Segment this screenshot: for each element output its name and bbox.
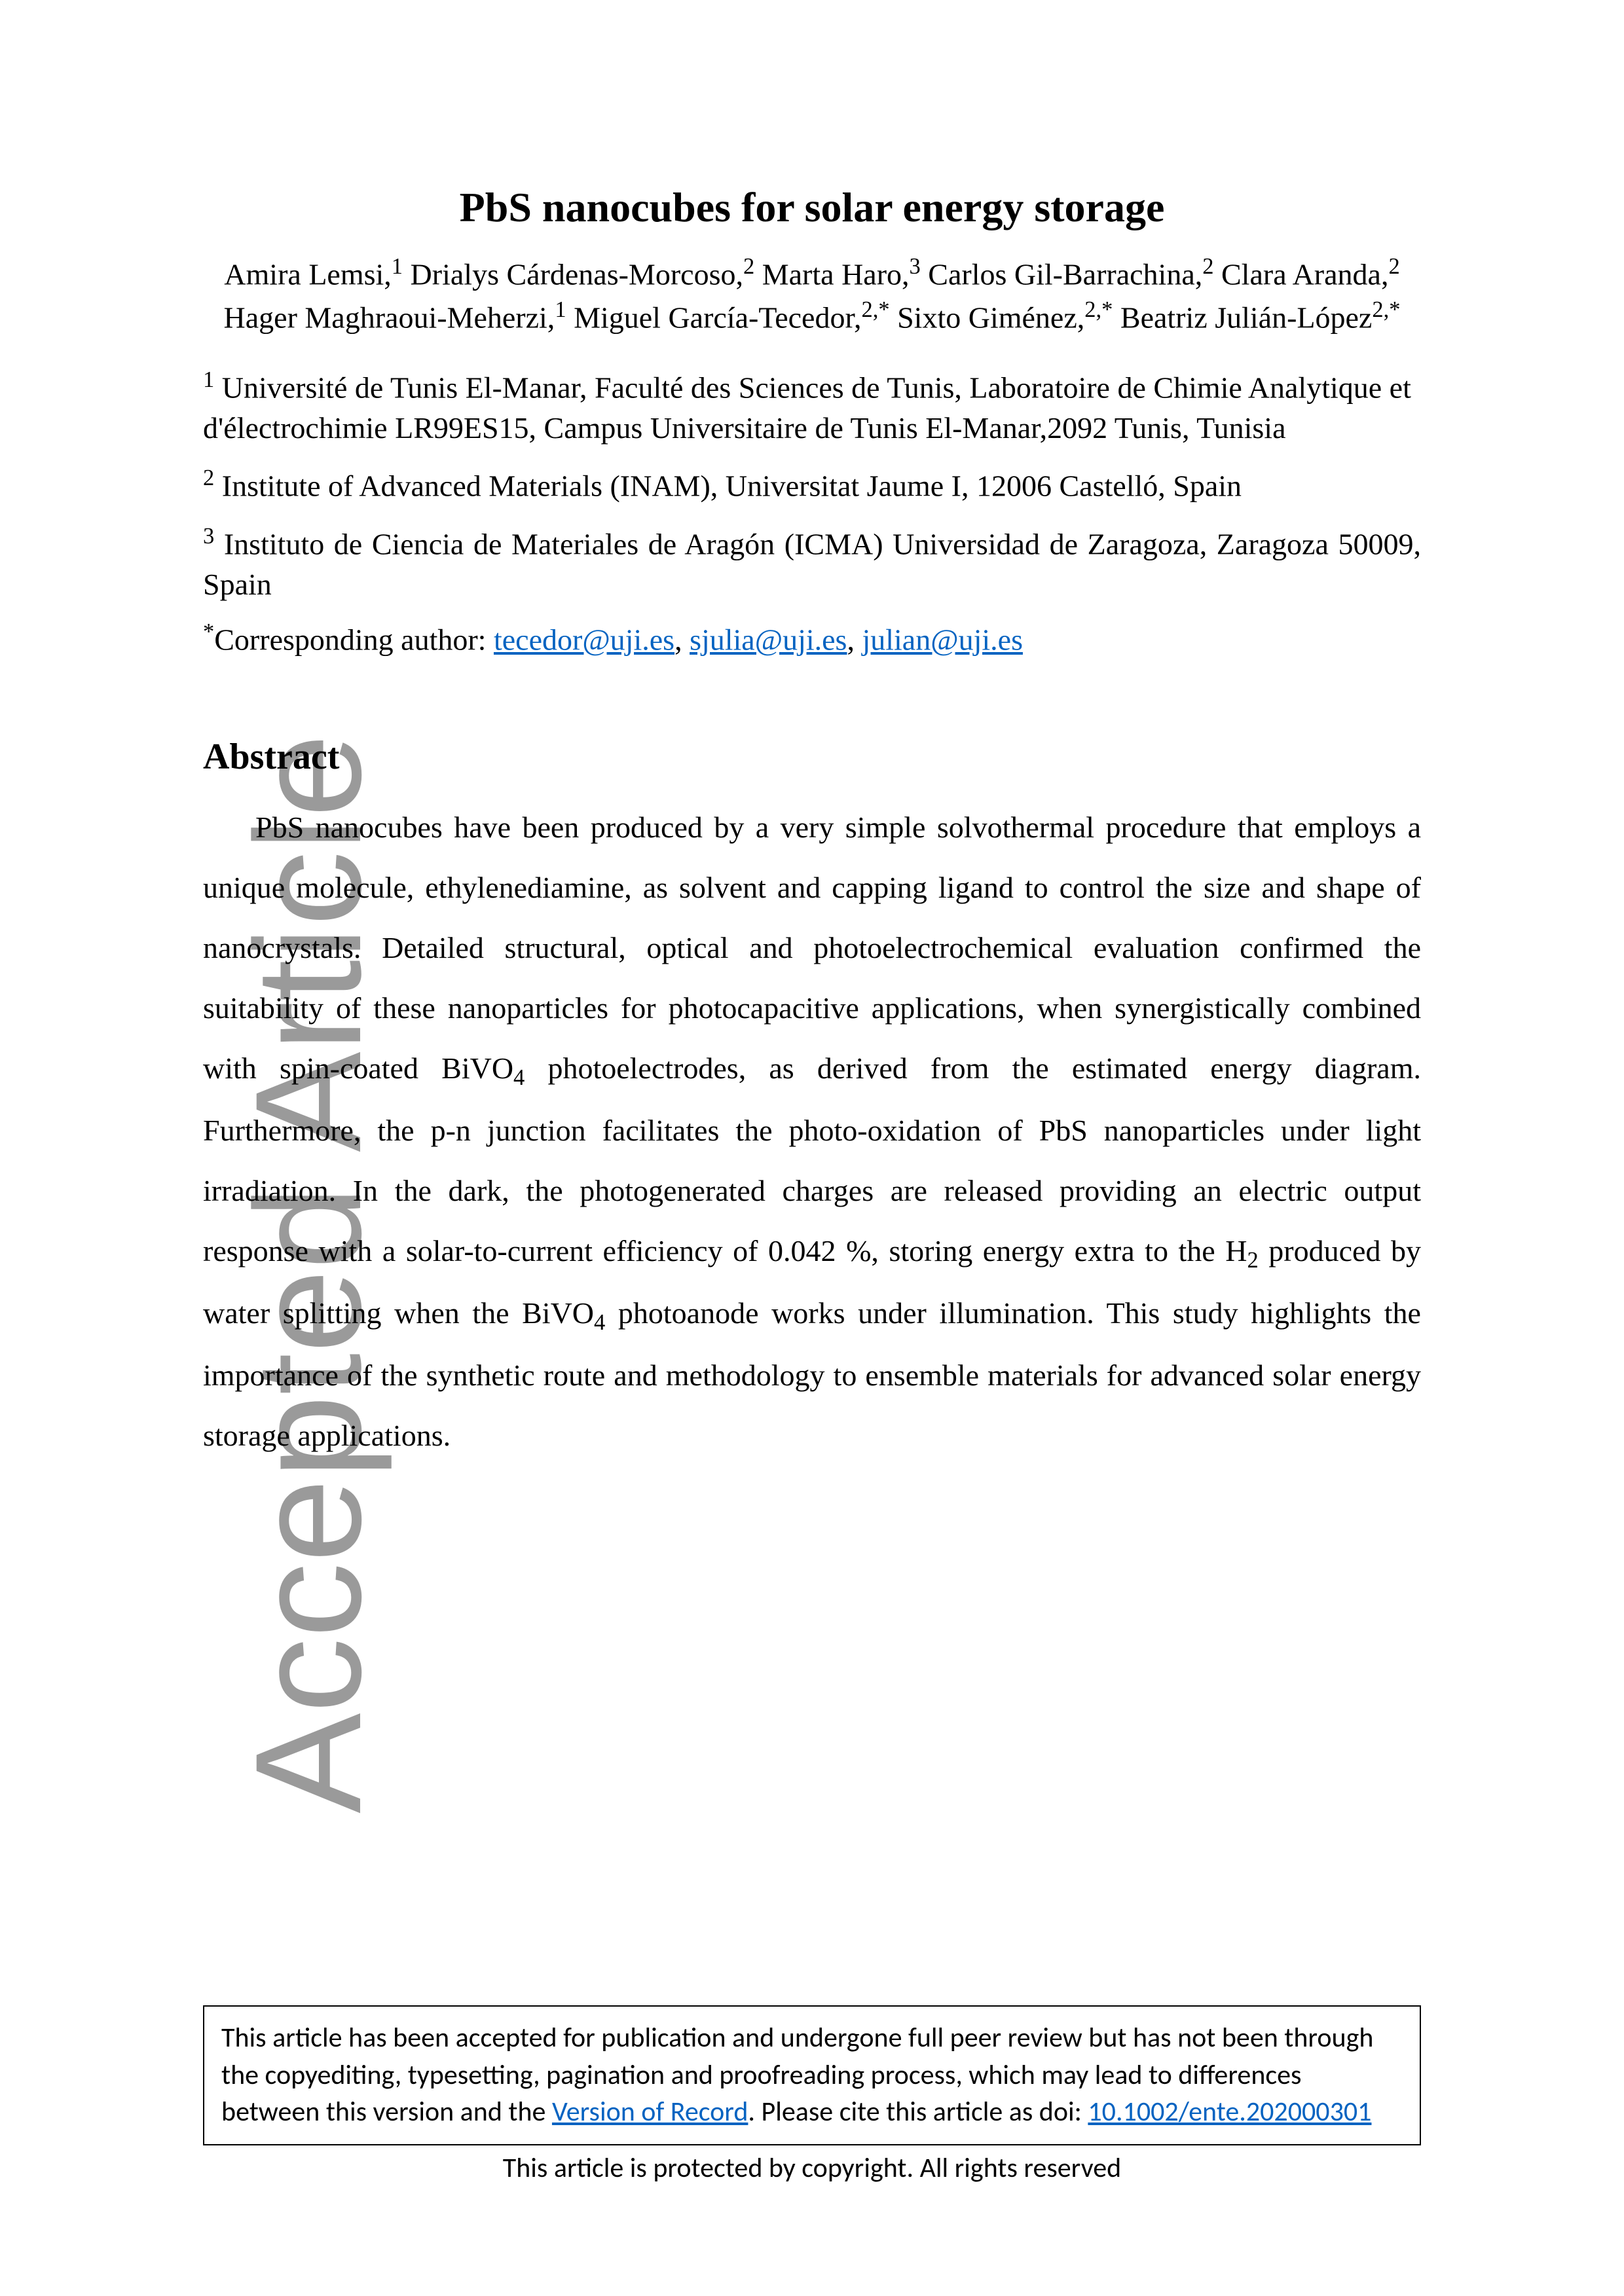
doi-link[interactable]: 10.1002/ente.202000301 — [1088, 2095, 1371, 2128]
email-link[interactable]: tecedor@uji.es — [494, 623, 674, 657]
email-links: tecedor@uji.es, sjulia@uji.es, julian@uj… — [494, 623, 1023, 657]
copyright-notice: This article is protected by copyright. … — [0, 2151, 1624, 2185]
abstract-heading: Abstract — [203, 736, 1421, 778]
email-link[interactable]: sjulia@uji.es — [690, 623, 847, 657]
affiliation-1: 1 Université de Tunis El-Manar, Faculté … — [203, 365, 1421, 449]
version-of-record-link[interactable]: Version of Record — [552, 2095, 748, 2128]
author-list: Amira Lemsi,1 Drialys Cárdenas-Morcoso,2… — [203, 251, 1421, 338]
email-link[interactable]: julian@uji.es — [862, 623, 1023, 657]
affiliation-3: 3 Instituto de Ciencia de Materiales de … — [203, 521, 1421, 606]
abstract-text: PbS nanocubes have been produced by a ve… — [203, 797, 1421, 1467]
paper-title: PbS nanocubes for solar energy storage — [203, 183, 1421, 232]
affiliation-2: 2 Institute of Advanced Materials (INAM)… — [203, 463, 1421, 506]
acceptance-notice: This article has been accepted for publi… — [203, 2005, 1421, 2145]
corresponding-author: *Corresponding author: tecedor@uji.es, s… — [203, 619, 1421, 657]
